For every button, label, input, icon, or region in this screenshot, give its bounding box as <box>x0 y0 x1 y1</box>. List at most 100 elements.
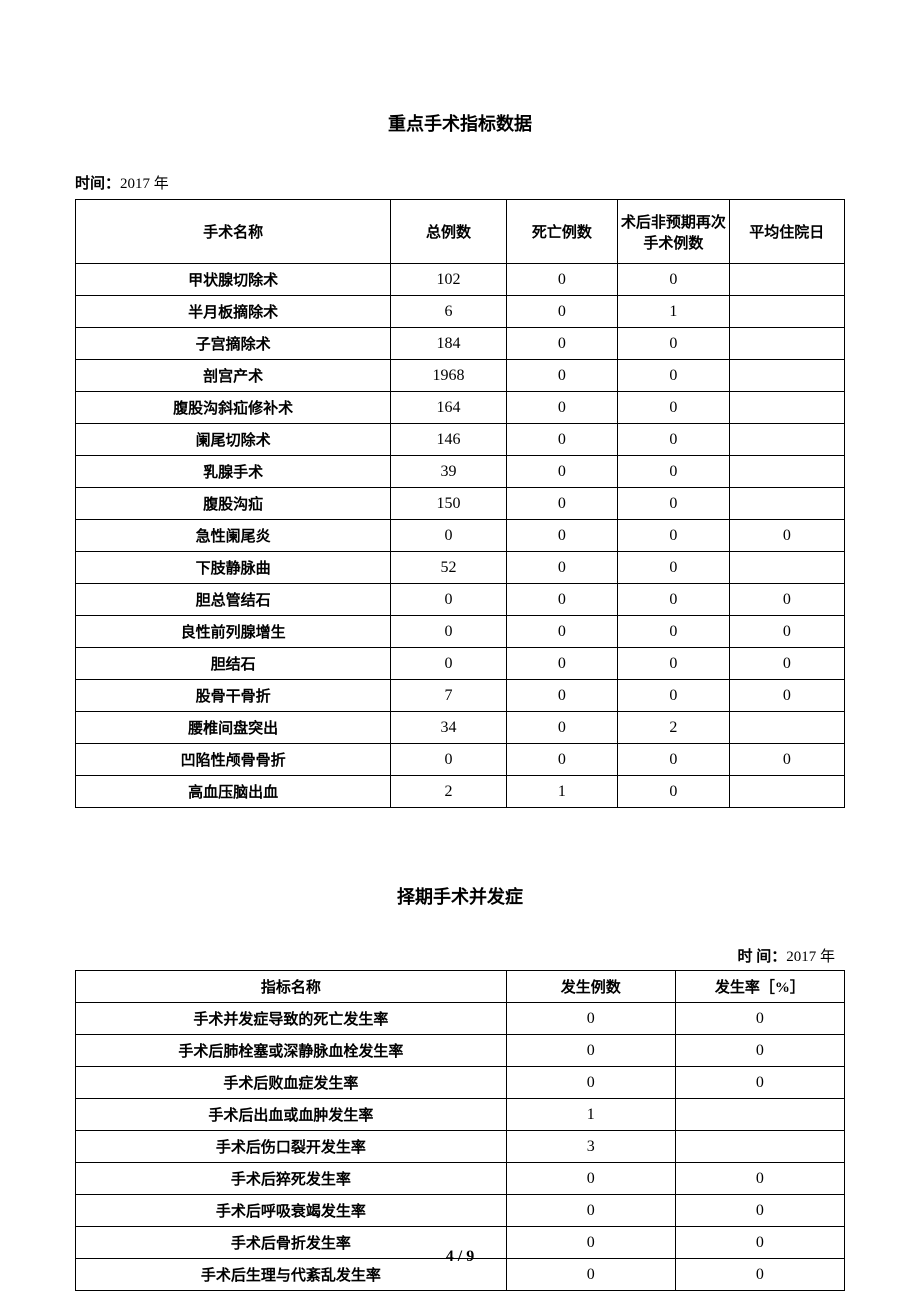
table-cell: 0 <box>618 552 730 584</box>
table-row: 良性前列腺增生0000 <box>76 616 845 648</box>
time-label-1-value: 2017 年 <box>120 176 169 192</box>
table-cell: 手术后猝死发生率 <box>76 1163 507 1195</box>
table-cell: 34 <box>391 712 506 744</box>
table-cell: 乳腺手术 <box>76 456 391 488</box>
table-cell: 0 <box>506 1067 675 1099</box>
table-row: 手术后呼吸衰竭发生率00 <box>76 1195 845 1227</box>
table-row: 半月板摘除术601 <box>76 296 845 328</box>
table-row: 腰椎间盘突出3402 <box>76 712 845 744</box>
table-cell: 0 <box>506 392 618 424</box>
table-cell <box>729 488 844 520</box>
table-cell: 腹股沟斜疝修补术 <box>76 392 391 424</box>
table2-header-1: 发生例数 <box>506 971 675 1003</box>
table-cell: 0 <box>618 488 730 520</box>
table-cell <box>675 1131 844 1163</box>
table2-header-2: 发生率［%］ <box>675 971 844 1003</box>
table-row: 手术后出血或血肿发生率1 <box>76 1099 845 1131</box>
table-cell: 0 <box>618 424 730 456</box>
table-cell: 0 <box>506 680 618 712</box>
table-cell: 良性前列腺增生 <box>76 616 391 648</box>
table-cell: 6 <box>391 296 506 328</box>
table-cell <box>729 552 844 584</box>
table-cell: 0 <box>675 1035 844 1067</box>
table-cell: 0 <box>618 456 730 488</box>
table1-header-row: 手术名称 总例数 死亡例数 术后非预期再次手术例数 平均住院日 <box>76 200 845 264</box>
table-cell: 0 <box>506 648 618 680</box>
table-cell: 腹股沟疝 <box>76 488 391 520</box>
table-cell: 0 <box>729 616 844 648</box>
table-cell: 52 <box>391 552 506 584</box>
table-cell: 手术后出血或血肿发生率 <box>76 1099 507 1131</box>
table-row: 手术后伤口裂开发生率3 <box>76 1131 845 1163</box>
surgery-indicator-table: 手术名称 总例数 死亡例数 术后非预期再次手术例数 平均住院日 甲状腺切除术10… <box>75 199 845 808</box>
table-cell <box>729 456 844 488</box>
table-cell <box>729 328 844 360</box>
table-cell: 0 <box>729 648 844 680</box>
table1-header-1: 总例数 <box>391 200 506 264</box>
table-cell: 0 <box>506 264 618 296</box>
table-cell: 0 <box>506 1195 675 1227</box>
table-cell: 手术后伤口裂开发生率 <box>76 1131 507 1163</box>
table-row: 手术后败血症发生率00 <box>76 1067 845 1099</box>
table2-header-0: 指标名称 <box>76 971 507 1003</box>
table-cell: 39 <box>391 456 506 488</box>
table-cell <box>729 264 844 296</box>
table2-header-row: 指标名称 发生例数 发生率［%］ <box>76 971 845 1003</box>
table-row: 凹陷性颅骨骨折0000 <box>76 744 845 776</box>
table-row: 甲状腺切除术10200 <box>76 264 845 296</box>
table-row: 腹股沟疝15000 <box>76 488 845 520</box>
table-row: 手术并发症导致的死亡发生率00 <box>76 1003 845 1035</box>
table-cell: 0 <box>506 712 618 744</box>
table-row: 子宫摘除术18400 <box>76 328 845 360</box>
table-cell: 0 <box>506 424 618 456</box>
table-cell: 0 <box>675 1163 844 1195</box>
table1-header-2: 死亡例数 <box>506 200 618 264</box>
table-cell: 0 <box>618 616 730 648</box>
table-cell: 凹陷性颅骨骨折 <box>76 744 391 776</box>
table-cell: 0 <box>391 744 506 776</box>
time-label-2: 时 间：2017 年 <box>75 945 845 966</box>
complication-table: 指标名称 发生例数 发生率［%］ 手术并发症导致的死亡发生率00手术后肺栓塞或深… <box>75 970 845 1291</box>
time-label-1: 时间：2017 年 <box>75 172 845 193</box>
table-cell: 手术后呼吸衰竭发生率 <box>76 1195 507 1227</box>
table-row: 下肢静脉曲5200 <box>76 552 845 584</box>
table-cell: 1968 <box>391 360 506 392</box>
table-cell: 半月板摘除术 <box>76 296 391 328</box>
table-cell: 184 <box>391 328 506 360</box>
table-cell: 高血压脑出血 <box>76 776 391 808</box>
table-cell: 2 <box>618 712 730 744</box>
table-cell: 0 <box>675 1067 844 1099</box>
table1-header-4: 平均住院日 <box>729 200 844 264</box>
table-cell: 102 <box>391 264 506 296</box>
table-cell: 0 <box>618 744 730 776</box>
table-cell: 3 <box>506 1131 675 1163</box>
table-row: 股骨干骨折7000 <box>76 680 845 712</box>
table-cell <box>729 424 844 456</box>
table-row: 阑尾切除术14600 <box>76 424 845 456</box>
page-title-1: 重点手术指标数据 <box>75 110 845 136</box>
table-cell: 0 <box>618 392 730 424</box>
table-cell: 164 <box>391 392 506 424</box>
table-cell: 0 <box>618 680 730 712</box>
table-cell: 0 <box>506 520 618 552</box>
table-cell: 0 <box>391 616 506 648</box>
table-cell <box>729 712 844 744</box>
table-cell: 股骨干骨折 <box>76 680 391 712</box>
table-row: 剖宫产术196800 <box>76 360 845 392</box>
table-cell <box>729 360 844 392</box>
page-title-2: 择期手术并发症 <box>75 883 845 909</box>
table-cell: 7 <box>391 680 506 712</box>
table-cell: 146 <box>391 424 506 456</box>
table-cell: 0 <box>506 1003 675 1035</box>
time-label-1-prefix: 时间： <box>75 176 120 192</box>
table-cell: 0 <box>729 584 844 616</box>
table-cell: 0 <box>675 1195 844 1227</box>
table-cell: 0 <box>618 520 730 552</box>
table-cell: 0 <box>506 616 618 648</box>
table-cell <box>675 1099 844 1131</box>
table-cell <box>729 776 844 808</box>
table-cell: 0 <box>618 328 730 360</box>
table-cell: 0 <box>506 456 618 488</box>
table-cell: 2 <box>391 776 506 808</box>
table-cell: 手术后肺栓塞或深静脉血栓发生率 <box>76 1035 507 1067</box>
